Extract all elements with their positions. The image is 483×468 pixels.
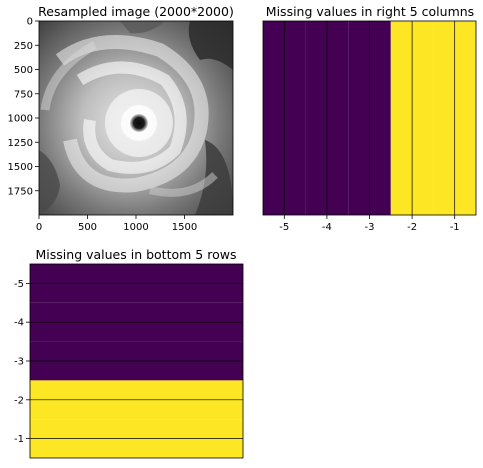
panel-2-x-tick-label: -3 xyxy=(365,222,375,233)
panel-1-y-tick-label: 750 xyxy=(14,89,33,100)
panel-1-y-tick-label: 500 xyxy=(14,65,33,76)
panel-1-y-tick-label: 0 xyxy=(27,17,33,28)
cyclone-image xyxy=(39,21,233,215)
panel-2-x-axis: -5 -4 -3 -2 -1 xyxy=(279,21,460,233)
panel-2-x-tick-label: -4 xyxy=(322,222,332,233)
resampled-image-panel: Resampled image (2000*2000) 0 500 1000 1500… xyxy=(8,4,234,233)
panel-1-y-tick-label: 250 xyxy=(14,41,33,52)
panel-1-x-tick-label: 0 xyxy=(36,222,42,233)
panel-1-y-tick-label: 1250 xyxy=(8,138,33,149)
panel-1-x-tick-label: 500 xyxy=(78,222,97,233)
panel-3-y-tick-label: -5 xyxy=(14,279,24,290)
cyclone-eye xyxy=(130,114,148,132)
panel-3-title: Missing values in bottom 5 rows xyxy=(36,247,237,262)
panel-3-y-tick-label: -2 xyxy=(14,395,24,406)
panel-1-x-axis: 0 500 1000 1500 xyxy=(36,215,197,233)
panel-1-y-axis: 0 250 500 750 1000 1250 1500 1750 xyxy=(8,17,39,197)
panel-2-title: Missing values in right 5 columns xyxy=(266,4,474,19)
panel-3-y-tick-label: -3 xyxy=(14,357,24,368)
panel-1-y-tick-label: 1750 xyxy=(8,186,33,197)
panel-3-y-tick-label: -4 xyxy=(14,318,24,329)
missing-rows-panel: Missing values in bottom 5 rows -5 -4 -3 -2… xyxy=(14,247,244,459)
panel-1-title: Resampled image (2000*2000) xyxy=(38,4,234,19)
panel-2-x-tick-label: -1 xyxy=(450,222,460,233)
panel-2-x-tick-label: -2 xyxy=(407,222,417,233)
panel-3-y-axis: -5 -4 -3 -2 -1 xyxy=(14,279,243,445)
missing-columns-panel: Missing values in right 5 columns -5 -4 -3… xyxy=(262,4,477,233)
panel-2-x-tick-label: -5 xyxy=(279,222,289,233)
panel-1-y-tick-label: 1000 xyxy=(8,114,33,125)
panel-1-x-tick-label: 1000 xyxy=(123,222,148,233)
panel-3-y-tick-label: -1 xyxy=(14,434,24,445)
panel-1-y-tick-label: 1500 xyxy=(8,162,33,173)
panel-1-x-tick-label: 1500 xyxy=(172,222,197,233)
